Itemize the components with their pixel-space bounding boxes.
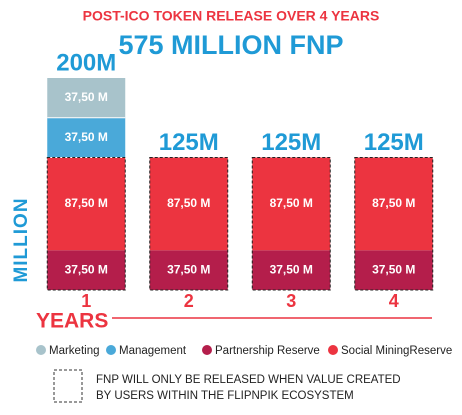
bar-segment [252, 157, 331, 251]
bar-segment [354, 250, 433, 290]
total-label: 200M [56, 49, 116, 76]
bar-segment [149, 157, 228, 251]
data-label: 37,50 M [167, 262, 210, 276]
bar-segment [47, 117, 126, 158]
bar-segment [47, 78, 126, 118]
legend-label: Partnership Reserve [215, 345, 320, 357]
x-tick-label: 4 [389, 291, 399, 311]
bar-segment [149, 250, 228, 290]
data-label: 87,50 M [167, 196, 210, 210]
chart-subtitle: 575 MILLION FNP [118, 30, 343, 60]
data-label: 37,50 M [270, 262, 313, 276]
legend-swatch [328, 345, 338, 355]
data-label: 37,50 M [65, 130, 108, 144]
note-text: BY USERS WITHIN THE FLIPNPIK ECOSYSTEM [96, 390, 354, 402]
chart-title: POST-ICO TOKEN RELEASE OVER 4 YEARS [83, 8, 380, 24]
total-label: 125M [261, 129, 321, 156]
legend-swatch [106, 345, 116, 355]
bar-segment [47, 157, 126, 251]
x-tick-label: 3 [286, 291, 296, 311]
x-tick-label: 2 [184, 291, 194, 311]
bar-segment [354, 157, 433, 251]
data-label: 37,50 M [65, 90, 108, 104]
data-label: 87,50 M [372, 196, 415, 210]
bar-segment [252, 250, 331, 290]
legend-label: Social MiningReserve [341, 345, 452, 357]
total-label: 125M [364, 129, 424, 156]
x-tick-label: 1 [81, 291, 91, 311]
data-label: 37,50 M [65, 262, 108, 276]
note-swatch [53, 369, 83, 403]
data-label: 87,50 M [65, 196, 108, 210]
data-label: 37,50 M [372, 262, 415, 276]
bar-segment [47, 250, 126, 290]
x-axis-label: YEARS [36, 310, 108, 333]
legend-swatch [202, 345, 212, 355]
y-axis-label: MILLION [11, 197, 32, 282]
legend-swatch [36, 345, 46, 355]
legend-label: Management [119, 345, 187, 357]
total-label: 125M [159, 129, 219, 156]
legend-label: Marketing [49, 345, 100, 357]
data-label: 87,50 M [270, 196, 313, 210]
note-text: FNP WILL ONLY BE RELEASED WHEN VALUE CRE… [96, 374, 401, 386]
